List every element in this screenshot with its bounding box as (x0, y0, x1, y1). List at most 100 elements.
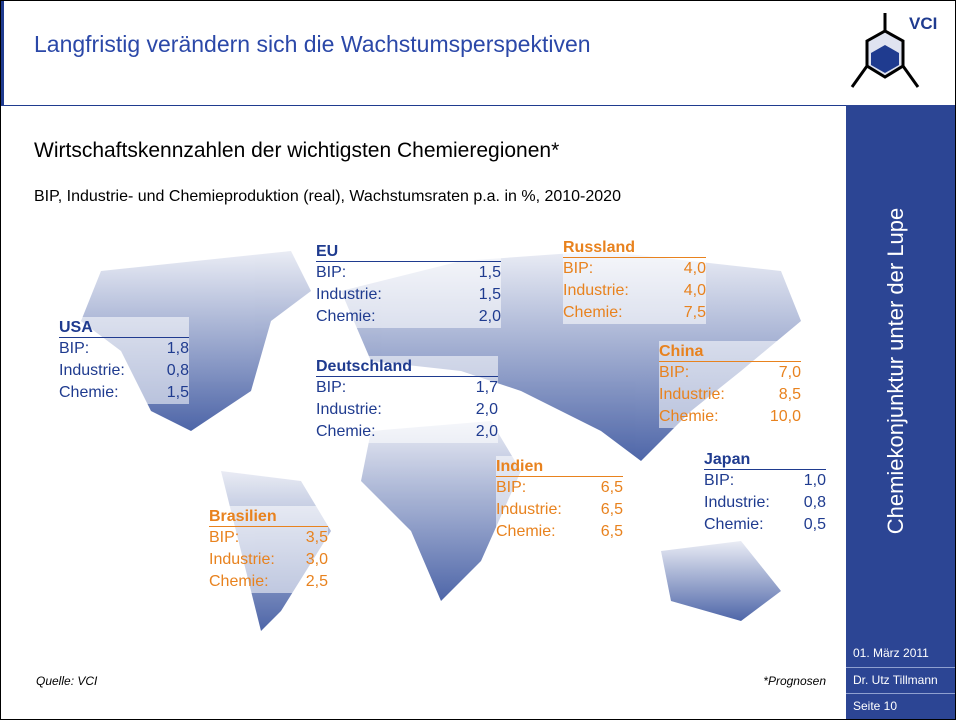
row-value: 1,5 (166, 384, 189, 401)
logo-text: VCI (909, 14, 937, 33)
row-label: Chemie: (659, 408, 719, 425)
row-label: Chemie: (59, 384, 119, 401)
header-rule (1, 105, 846, 106)
row-value: 7,0 (778, 364, 801, 381)
row-value: 0,8 (166, 362, 189, 379)
row-label: Industrie: (563, 282, 629, 299)
region-row: Industrie: 8,5 (659, 384, 801, 406)
row-label: BIP: (209, 529, 240, 546)
region-row: Industrie: 6,5 (496, 499, 623, 521)
region-box: USA BIP: 1,8 Industrie: 0,8 Chemie: 1,5 (59, 317, 189, 404)
row-label: BIP: (659, 364, 690, 381)
row-value: 6,5 (600, 501, 623, 518)
sidebar-rule (846, 693, 955, 694)
row-label: Chemie: (563, 304, 623, 321)
row-value: 2,5 (305, 573, 328, 590)
row-value: 3,5 (305, 529, 328, 546)
footnote: *Prognosen (763, 674, 826, 688)
region-row: Industrie: 1,5 (316, 284, 501, 306)
region-box: Indien BIP: 6,5 Industrie: 6,5 Chemie: 6,5 (496, 456, 623, 543)
row-label: Industrie: (59, 362, 125, 379)
row-value: 8,5 (778, 386, 801, 403)
row-label: Industrie: (659, 386, 725, 403)
row-label: BIP: (563, 260, 594, 277)
logo-leg (850, 65, 869, 88)
region-name: Deutschland (316, 356, 498, 377)
region-box: Japan BIP: 1,0 Industrie: 0,8 Chemie: 0,5 (704, 449, 826, 536)
region-row: BIP: 1,5 (316, 262, 501, 284)
region-row: BIP: 1,7 (316, 377, 498, 399)
row-value: 3,0 (305, 551, 328, 568)
region-row: Chemie: 2,0 (316, 306, 501, 328)
logo-leg (901, 65, 920, 88)
row-label: Industrie: (209, 551, 275, 568)
region-box: Russland BIP: 4,0 Industrie: 4,0 Chemie: 7,5 (563, 237, 706, 324)
row-label: BIP: (316, 379, 347, 396)
region-row: Industrie: 3,0 (209, 549, 328, 571)
region-name: China (659, 341, 801, 362)
region-box: China BIP: 7,0 Industrie: 8,5 Chemie: 10,0 (659, 341, 801, 428)
region-row: Chemie: 1,5 (59, 382, 189, 404)
region-row: Industrie: 4,0 (563, 280, 706, 302)
region-box: Deutschland BIP: 1,7 Industrie: 2,0 Chemie: 2,… (316, 356, 498, 443)
page-number: Seite 10 (853, 699, 898, 713)
region-row: Industrie: 0,8 (704, 492, 826, 514)
region-row: BIP: 6,5 (496, 477, 623, 499)
row-value: 4,0 (683, 282, 706, 299)
title: Langfristig verändern sich die Wachstums… (34, 31, 591, 57)
row-label: BIP: (704, 472, 735, 489)
africa (361, 421, 521, 601)
row-value: 6,5 (600, 523, 623, 540)
row-value: 0,8 (803, 494, 826, 511)
sidebar (846, 105, 955, 719)
row-label: BIP: (59, 340, 90, 357)
subtitle: BIP, Industrie- und Chemieproduktion (re… (34, 188, 621, 205)
region-name: Brasilien (209, 506, 328, 527)
row-label: Industrie: (704, 494, 770, 511)
row-label: Industrie: (316, 401, 382, 418)
australia (661, 541, 781, 621)
row-value: 0,5 (803, 516, 826, 533)
sidebar-rule (846, 667, 955, 668)
region-row: BIP: 4,0 (563, 258, 706, 280)
region-name: USA (59, 317, 189, 338)
region-name: Japan (704, 449, 826, 470)
row-label: Chemie: (496, 523, 556, 540)
row-value: 1,0 (803, 472, 826, 489)
row-value: 10,0 (769, 408, 801, 425)
region-row: Chemie: 7,5 (563, 302, 706, 324)
header-accent (1, 1, 4, 105)
author: Dr. Utz Tillmann (853, 673, 938, 687)
row-value: 2,0 (475, 401, 498, 418)
region-box: Brasilien BIP: 3,5 Industrie: 3,0 Chemie: 2,5 (209, 506, 328, 593)
region-row: BIP: 1,8 (59, 338, 189, 360)
row-value: 1,5 (478, 286, 501, 303)
logo-fill (871, 45, 899, 73)
source: Quelle: VCI (36, 674, 98, 688)
row-label: Chemie: (209, 573, 269, 590)
region-row: Industrie: 2,0 (316, 399, 498, 421)
heading: Wirtschaftskennzahlen der wichtigsten Ch… (34, 139, 560, 162)
region-row: Chemie: 0,5 (704, 514, 826, 536)
row-value: 7,5 (683, 304, 706, 321)
row-label: BIP: (316, 264, 347, 281)
row-label: Chemie: (316, 308, 376, 325)
region-row: Chemie: 2,5 (209, 571, 328, 593)
row-value: 2,0 (475, 423, 498, 440)
region-box: EU BIP: 1,5 Industrie: 1,5 Chemie: 2,0 (316, 241, 501, 328)
row-value: 1,7 (475, 379, 498, 396)
row-value: 4,0 (683, 260, 706, 277)
row-label: Industrie: (316, 286, 382, 303)
row-label: Industrie: (496, 501, 562, 518)
region-row: BIP: 3,5 (209, 527, 328, 549)
row-value: 1,5 (478, 264, 501, 281)
row-value: 2,0 (478, 308, 501, 325)
row-label: Chemie: (316, 423, 376, 440)
region-row: BIP: 1,0 (704, 470, 826, 492)
region-name: Russland (563, 237, 706, 258)
row-label: Chemie: (704, 516, 764, 533)
region-row: Chemie: 6,5 (496, 521, 623, 543)
row-value: 6,5 (600, 479, 623, 496)
date: 01. März 2011 (853, 646, 929, 660)
